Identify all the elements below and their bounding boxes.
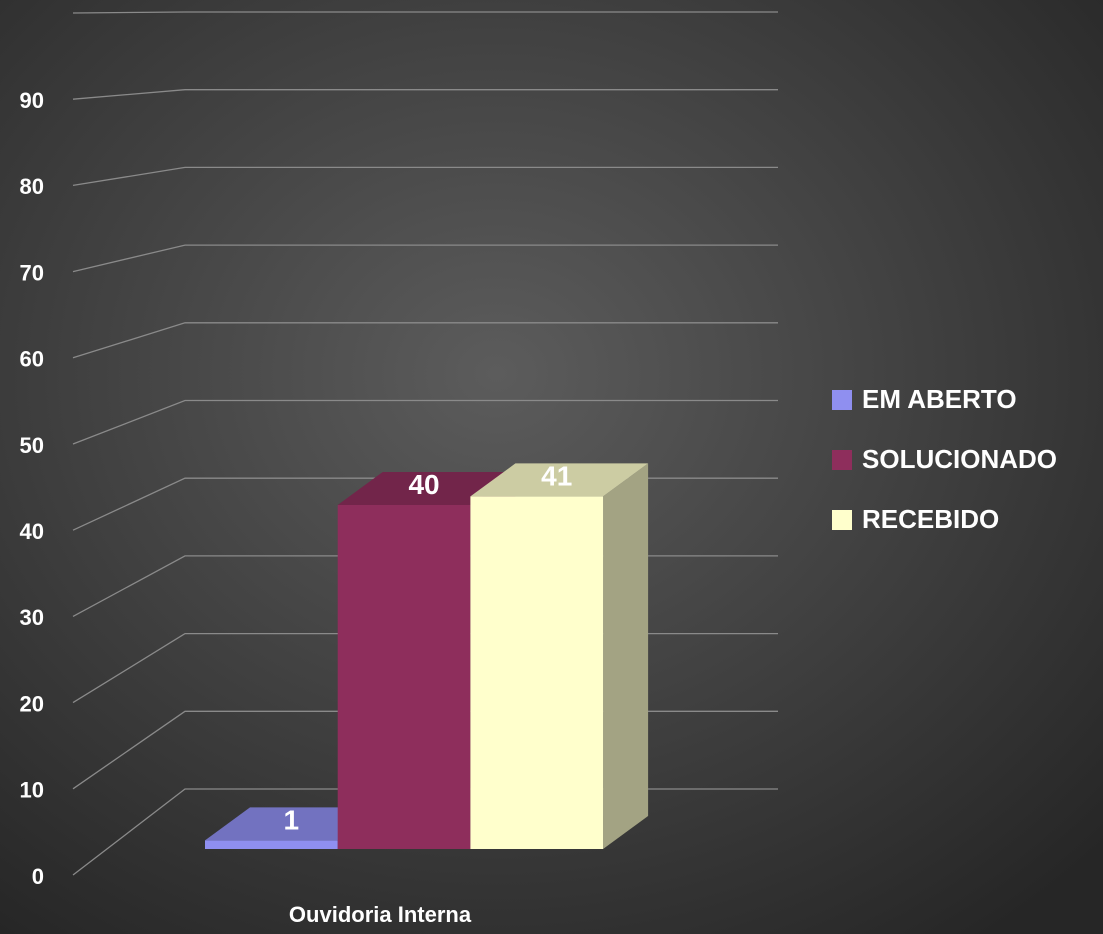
legend-label: SOLUCIONADO — [862, 444, 1057, 474]
bar-front — [205, 840, 338, 849]
y-tick-label: 60 — [20, 347, 44, 372]
y-tick-label: 0 — [32, 864, 44, 889]
bar — [470, 463, 649, 849]
y-tick-label: 90 — [20, 88, 44, 113]
legend-swatch — [832, 390, 852, 410]
bar-side — [603, 463, 649, 849]
y-tick-label: 30 — [20, 605, 44, 630]
x-tick-label: Ouvidoria Interna — [289, 902, 472, 927]
data-label: 41 — [541, 460, 572, 491]
grid-line — [72, 244, 778, 273]
data-label: 1 — [284, 804, 300, 835]
legend-label: EM ABERTO — [862, 384, 1017, 414]
grid-line — [72, 11, 778, 14]
grid-line — [72, 322, 778, 359]
grid-line — [72, 89, 778, 100]
bar-front — [337, 505, 471, 849]
legend-swatch — [832, 510, 852, 530]
grid-line — [72, 166, 778, 187]
y-tick-label: 50 — [20, 433, 44, 458]
y-tick-label: 70 — [20, 260, 44, 285]
data-label: 40 — [408, 469, 439, 500]
y-tick-label: 80 — [20, 174, 44, 199]
y-tick-label: 40 — [20, 519, 44, 544]
bar-front — [470, 496, 604, 849]
y-tick-label: 20 — [20, 691, 44, 716]
grid-line — [72, 399, 778, 445]
legend-swatch — [832, 450, 852, 470]
legend-label: RECEBIDO — [862, 504, 999, 534]
y-tick-label: 10 — [20, 778, 44, 803]
bar-top — [470, 463, 649, 497]
